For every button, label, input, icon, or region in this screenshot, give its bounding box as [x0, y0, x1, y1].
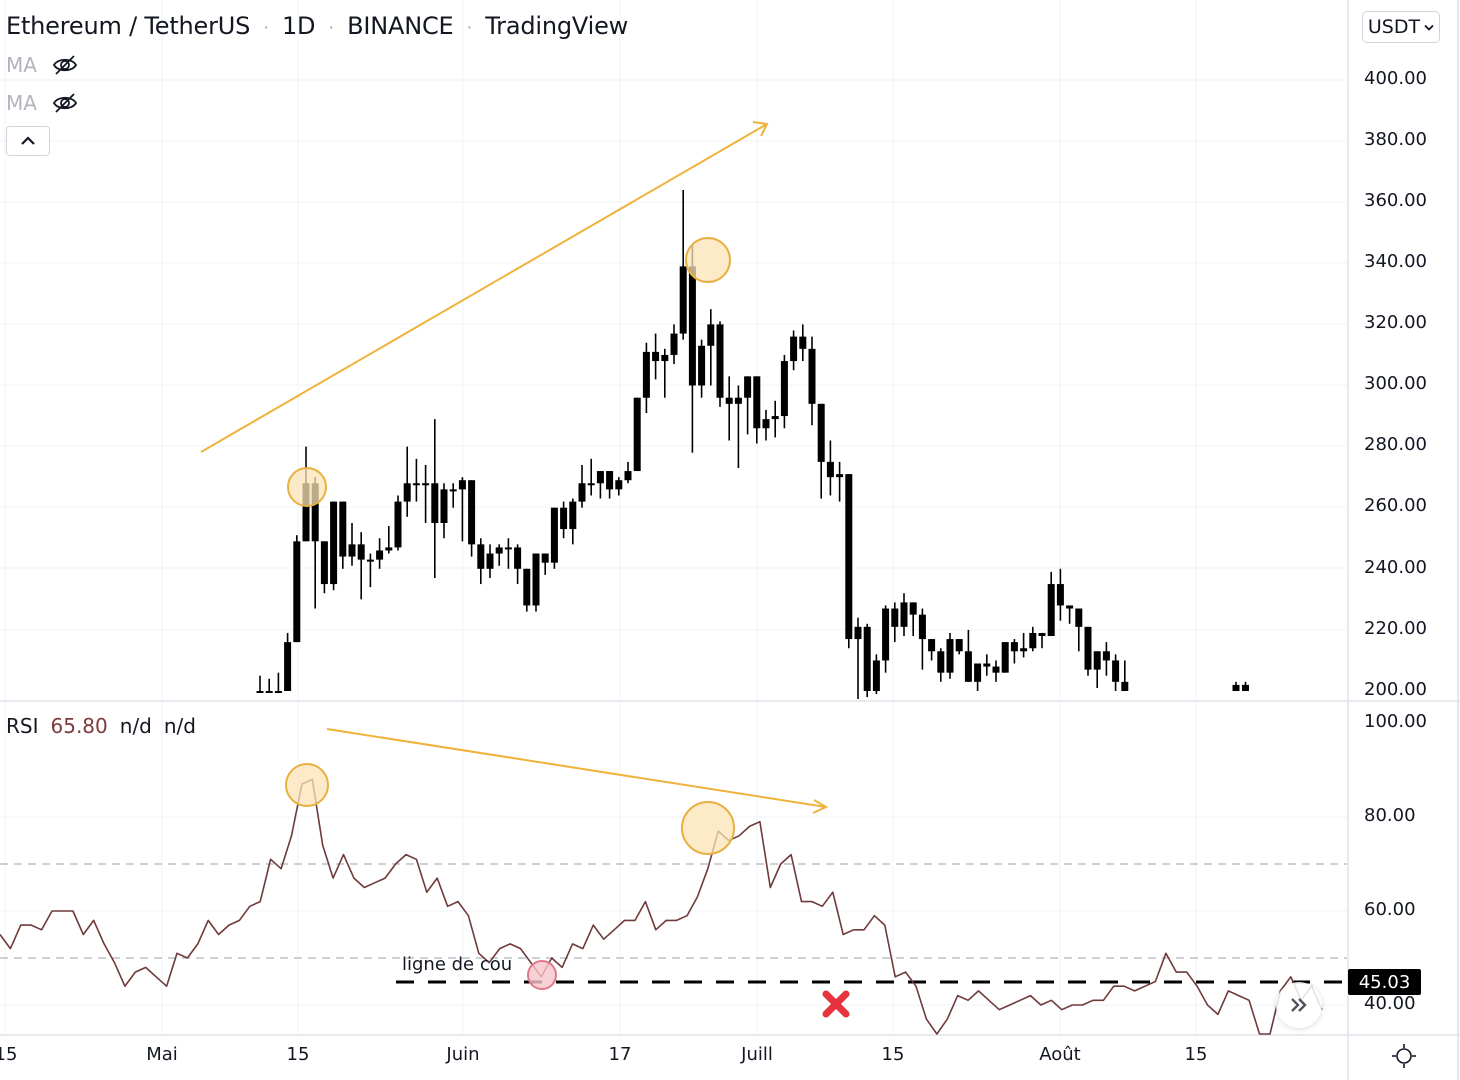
source: TradingView — [485, 12, 629, 40]
price-tick: 320.00 — [1364, 312, 1427, 333]
time-tick: 15 — [0, 1044, 18, 1065]
separator: · — [263, 17, 269, 37]
neckline-value-badge: 45.03 — [1348, 969, 1421, 995]
chart-settings-button[interactable] — [1390, 1042, 1418, 1070]
exchange: BINANCE — [347, 12, 454, 40]
price-tick: 280.00 — [1364, 434, 1427, 455]
price-peak-circle-1 — [287, 467, 327, 507]
symbol-legend[interactable]: Ethereum / TetherUS · 1D · BINANCE · Tra… — [6, 12, 628, 40]
rsi-tick: 40.00 — [1364, 993, 1416, 1014]
currency-selector[interactable]: USDT — [1362, 11, 1440, 43]
price-trend-arrow — [200, 121, 769, 453]
double-chevron-right-icon — [1291, 998, 1307, 1012]
time-tick: 15 — [881, 1044, 905, 1065]
indicator-ma-1[interactable]: MA — [6, 53, 79, 77]
rsi-peak-circle-2 — [681, 801, 735, 855]
rsi-tick: 60.00 — [1364, 899, 1416, 920]
price-tick: 400.00 — [1364, 68, 1427, 89]
eye-off-icon[interactable] — [51, 91, 79, 115]
separator: · — [466, 17, 472, 37]
separator: · — [328, 17, 334, 37]
interval: 1D — [281, 12, 316, 40]
neckline-label[interactable]: ligne de cou — [402, 954, 513, 975]
time-tick: Juill — [741, 1044, 773, 1065]
time-tick: 15 — [286, 1044, 310, 1065]
rsi-tick: 80.00 — [1364, 805, 1416, 826]
rsi-peak-circle-1 — [285, 763, 329, 807]
price-tick: 340.00 — [1364, 251, 1427, 272]
price-tick: 240.00 — [1364, 557, 1427, 578]
currency-value: USDT — [1367, 16, 1421, 38]
price-tick: 300.00 — [1364, 373, 1427, 394]
rsi-value: 65.80 — [50, 714, 108, 738]
indicator-ma-2[interactable]: MA — [6, 91, 79, 115]
time-tick: 15 — [1184, 1044, 1208, 1065]
x-mark-icon — [822, 990, 850, 1018]
rsi-extra-1: n/d — [119, 714, 152, 738]
rsi-trend-arrow — [326, 728, 829, 814]
time-tick: Juin — [446, 1044, 480, 1065]
indicator-label: MA — [6, 91, 37, 115]
rsi-tick: 100.00 — [1364, 711, 1427, 732]
scroll-to-realtime-button[interactable] — [1276, 982, 1322, 1028]
neckline-touch-circle — [527, 960, 557, 990]
symbol-name: Ethereum / TetherUS — [6, 12, 251, 40]
price-tick: 360.00 — [1364, 190, 1427, 211]
eye-off-icon[interactable] — [51, 53, 79, 77]
time-tick: Août — [1039, 1044, 1081, 1065]
time-tick: 17 — [608, 1044, 632, 1065]
price-peak-circle-2 — [685, 237, 731, 283]
price-tick: 220.00 — [1364, 618, 1427, 639]
collapse-legend-button[interactable] — [6, 126, 50, 156]
rsi-extra-2: n/d — [163, 714, 196, 738]
grid — [0, 0, 1347, 1035]
chevron-up-icon — [21, 136, 35, 145]
price-tick: 200.00 — [1364, 679, 1427, 700]
price-tick: 260.00 — [1364, 495, 1427, 516]
rsi-line — [0, 778, 1323, 1035]
chevron-down-icon — [1424, 24, 1434, 31]
rsi-bands — [0, 863, 1347, 959]
candlestick-series — [256, 189, 1249, 699]
price-tick: 380.00 — [1364, 129, 1427, 150]
indicator-label: MA — [6, 53, 37, 77]
sun-icon — [1392, 1044, 1416, 1068]
time-tick: Mai — [146, 1044, 178, 1065]
rsi-label: RSI — [6, 714, 39, 738]
rsi-legend[interactable]: RSI 65.80 n/d n/d — [6, 714, 196, 738]
